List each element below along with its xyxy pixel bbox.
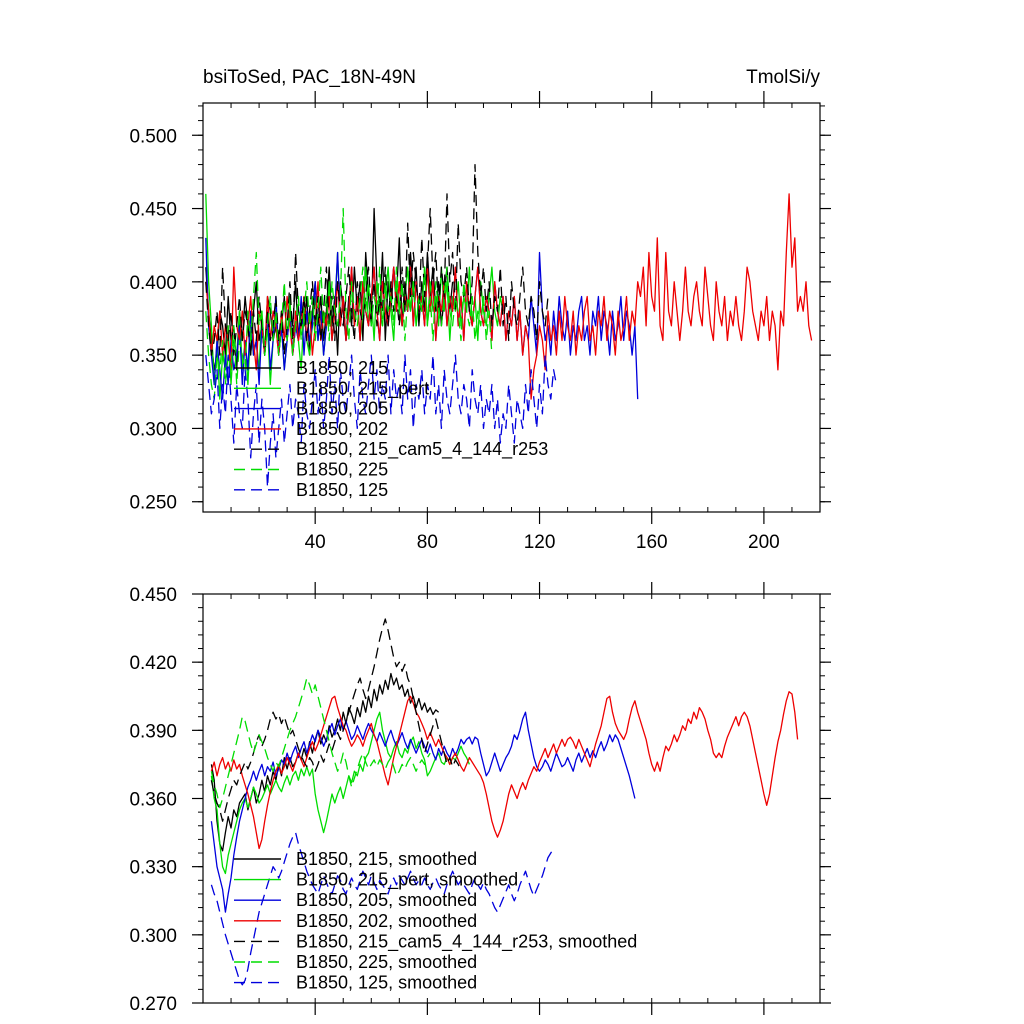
- y-tick-label: 0.500: [129, 126, 177, 147]
- y-tick-label: 0.390: [129, 721, 177, 742]
- series-line-3: [210, 691, 799, 850]
- legend-label: B1850, 215_cam5_4_144_r253: [296, 439, 548, 460]
- series-line-1: [210, 711, 471, 875]
- legend-label: B1850, 225, smoothed: [296, 952, 477, 972]
- y-tick-label: 0.400: [129, 273, 177, 294]
- x-tick-label: 200: [748, 532, 780, 553]
- y-tick-label: 0.420: [129, 653, 177, 674]
- y-tick-label: 0.450: [129, 200, 177, 221]
- x-tick-label: 80: [417, 532, 438, 553]
- legend-label: B1850, 215_pert, smoothed: [296, 870, 518, 891]
- legend-label: B1850, 205, smoothed: [296, 890, 477, 910]
- y-tick-label: 0.360: [129, 790, 177, 811]
- y-tick-label: 0.300: [129, 419, 177, 440]
- legend-label: B1850, 205: [296, 399, 388, 419]
- y-tick-label: 0.330: [129, 858, 177, 879]
- top-title-left: bsiToSed, PAC_18N-49N: [203, 67, 416, 88]
- legend-label: B1850, 125: [296, 480, 388, 500]
- x-tick-label: 40: [305, 532, 326, 553]
- legend-label: B1850, 125, smoothed: [296, 973, 477, 993]
- series-line-5: [210, 677, 431, 809]
- series-line-6: [210, 831, 555, 986]
- series-line-6: [205, 354, 558, 488]
- legend-label: B1850, 215, smoothed: [296, 849, 477, 869]
- x-tick-label: 120: [524, 532, 556, 553]
- x-tick-label: 160: [636, 532, 668, 553]
- y-tick-label: 0.300: [129, 926, 177, 947]
- top-panel: bsiToSed, PAC_18N-49N TmolSi/y 40 80 120 16…: [129, 67, 831, 553]
- legend-label: B1850, 202: [296, 419, 388, 439]
- bottom-panel: 0.270 0.300 0.330 0.360 0.390 0.420 0.450 B1850…: [129, 582, 831, 1015]
- legend-label: B1850, 225: [296, 460, 388, 480]
- legend-label: B1850, 215_pert: [296, 378, 429, 399]
- top-title-right: TmolSi/y: [746, 67, 820, 88]
- series-line-2: [210, 711, 636, 913]
- y-tick-label: 0.350: [129, 346, 177, 367]
- legend-label: B1850, 215: [296, 358, 388, 378]
- y-tick-label: 0.250: [129, 493, 177, 514]
- series-line-4: [210, 618, 462, 822]
- legend-label: B1850, 215_cam5_4_144_r253, smoothed: [296, 931, 637, 952]
- series-line-0: [205, 207, 454, 371]
- y-tick-label: 0.270: [129, 994, 177, 1015]
- series-line-4: [205, 163, 549, 356]
- legend-label: B1850, 202, smoothed: [296, 911, 477, 931]
- y-tick-label: 0.450: [129, 585, 177, 606]
